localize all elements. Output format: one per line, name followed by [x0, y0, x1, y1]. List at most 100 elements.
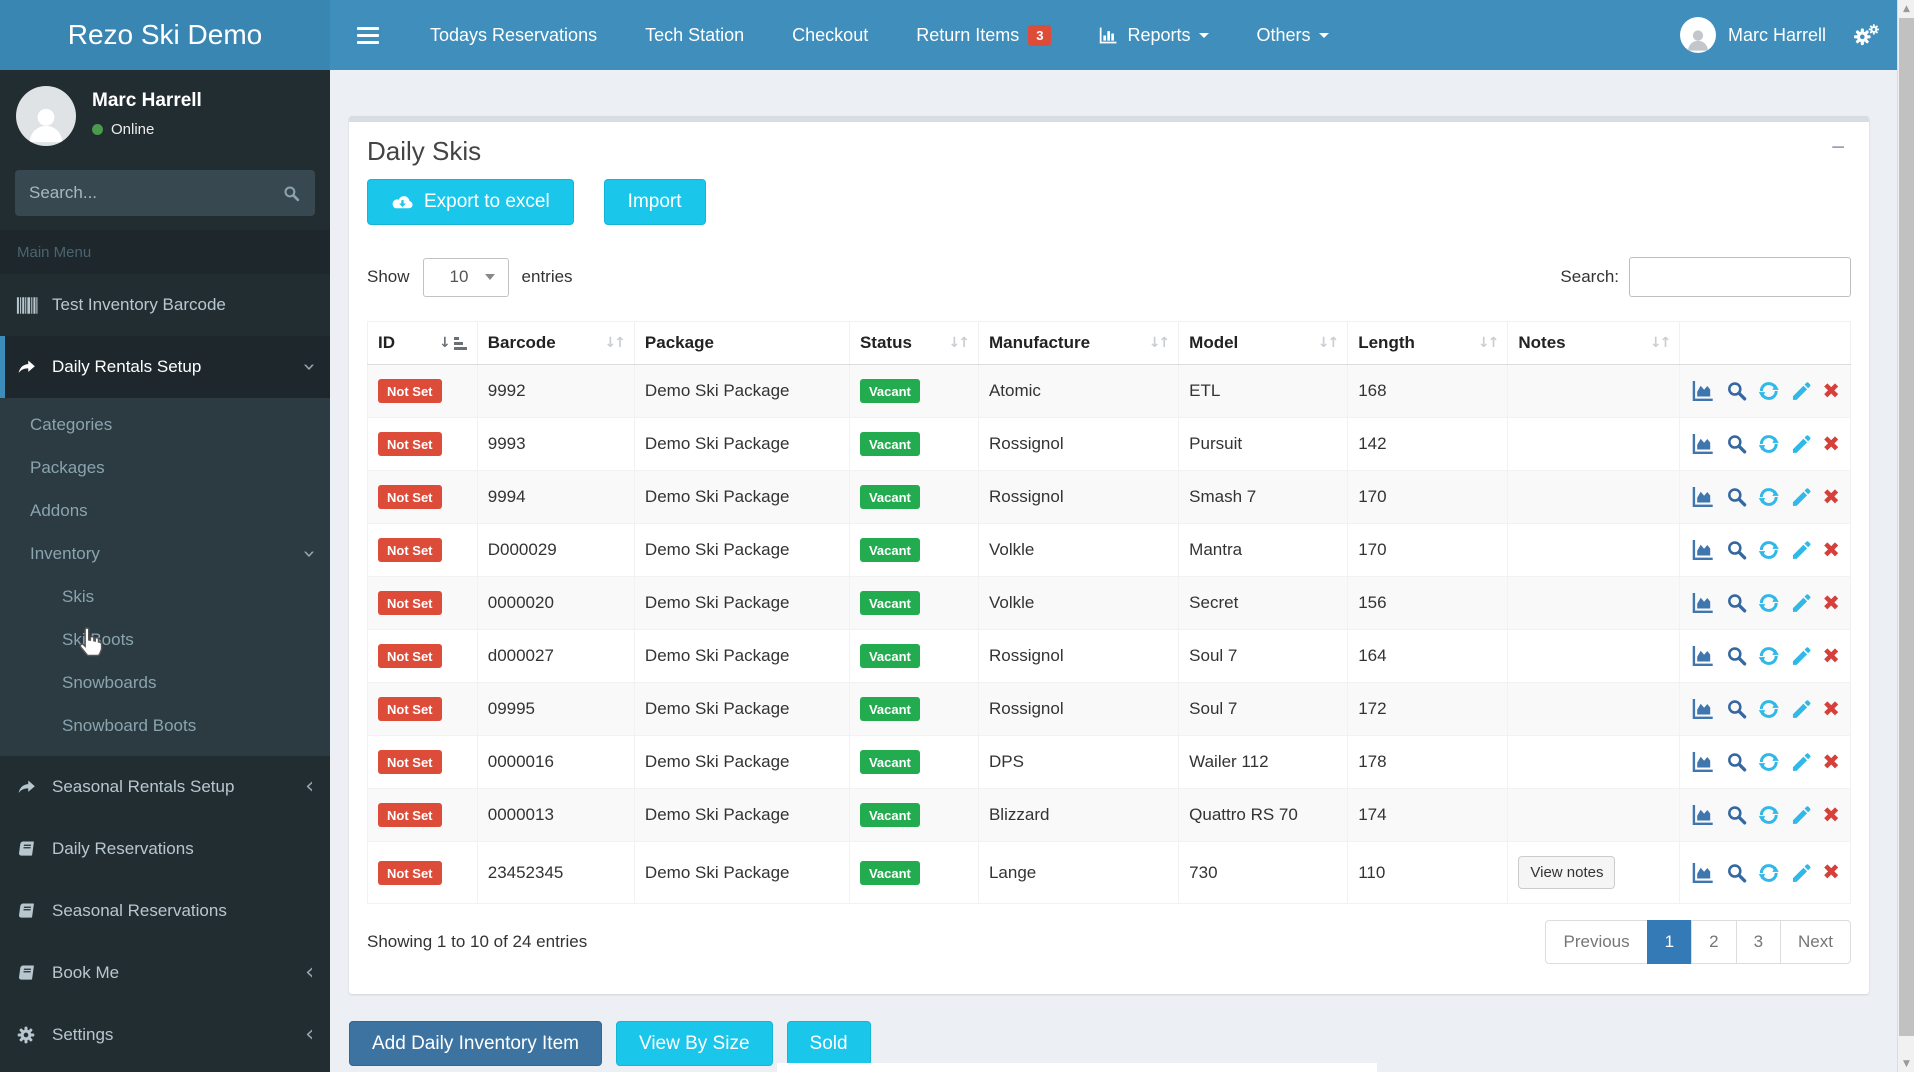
nav-checkout[interactable]: Checkout: [768, 0, 892, 70]
search-icon[interactable]: [1725, 538, 1749, 562]
sidebar-item-addons[interactable]: Addons: [0, 489, 330, 532]
delete-icon[interactable]: ✖: [1822, 593, 1840, 614]
delete-icon[interactable]: ✖: [1822, 646, 1840, 667]
chart-icon[interactable]: [1690, 591, 1715, 615]
column-header-status[interactable]: Status↓↑: [849, 322, 978, 365]
sidebar-item-inventory[interactable]: Inventory ‹: [0, 532, 330, 575]
sidebar-item-seasonal-rentals-setup[interactable]: Seasonal Rentals Setup ‹: [0, 756, 330, 818]
pencil-icon[interactable]: [1790, 591, 1814, 615]
refresh-icon[interactable]: [1757, 803, 1781, 827]
chart-icon[interactable]: [1690, 538, 1715, 562]
scrollbar-down-arrow[interactable]: ▼: [1898, 1055, 1914, 1072]
refresh-icon[interactable]: [1757, 750, 1781, 774]
refresh-icon[interactable]: [1757, 697, 1781, 721]
pencil-icon[interactable]: [1790, 644, 1814, 668]
sold-button[interactable]: Sold: [787, 1021, 871, 1066]
search-icon[interactable]: [1725, 591, 1749, 615]
delete-icon[interactable]: ✖: [1822, 540, 1840, 561]
refresh-icon[interactable]: [1757, 861, 1781, 885]
refresh-icon[interactable]: [1757, 538, 1781, 562]
sidebar-search-input[interactable]: [29, 183, 282, 203]
search-icon[interactable]: [1725, 861, 1749, 885]
nav-todays-reservations[interactable]: Todays Reservations: [406, 0, 621, 70]
pencil-icon[interactable]: [1790, 379, 1814, 403]
pencil-icon[interactable]: [1790, 750, 1814, 774]
nav-return-items[interactable]: Return Items 3: [892, 0, 1075, 70]
refresh-icon[interactable]: [1757, 432, 1781, 456]
page-2-button[interactable]: 2: [1691, 920, 1736, 964]
chart-icon[interactable]: [1690, 803, 1715, 827]
sidebar-item-packages[interactable]: Packages: [0, 446, 330, 489]
sidebar-item-settings[interactable]: Settings ‹: [0, 1004, 330, 1066]
chart-icon[interactable]: [1690, 644, 1715, 668]
search-icon[interactable]: [1725, 432, 1749, 456]
search-icon[interactable]: [1725, 750, 1749, 774]
pencil-icon[interactable]: [1790, 485, 1814, 509]
chart-icon[interactable]: [1690, 432, 1715, 456]
export-to-excel-button[interactable]: Export to excel: [367, 179, 574, 225]
refresh-icon[interactable]: [1757, 644, 1781, 668]
sidebar-item-snowboard-boots[interactable]: Snowboard Boots: [0, 704, 330, 747]
sidebar-item-skis[interactable]: Skis: [0, 575, 330, 618]
pencil-icon[interactable]: [1790, 538, 1814, 562]
page-next-button[interactable]: Next: [1780, 920, 1851, 964]
nav-tech-station[interactable]: Tech Station: [621, 0, 768, 70]
avatar[interactable]: [1680, 17, 1716, 53]
search-icon[interactable]: [1725, 803, 1749, 827]
column-header-model[interactable]: Model↓↑: [1179, 322, 1348, 365]
refresh-icon[interactable]: [1757, 485, 1781, 509]
delete-icon[interactable]: ✖: [1822, 805, 1840, 826]
column-header-length[interactable]: Length↓↑: [1348, 322, 1508, 365]
chart-icon[interactable]: [1690, 697, 1715, 721]
scrollbar-up-arrow[interactable]: ▲: [1898, 0, 1914, 17]
add-daily-inventory-item-button[interactable]: Add Daily Inventory Item: [349, 1021, 602, 1066]
pencil-icon[interactable]: [1790, 861, 1814, 885]
column-header-package[interactable]: Package: [634, 322, 849, 365]
table-search-input[interactable]: [1629, 257, 1851, 297]
chart-icon[interactable]: [1690, 485, 1715, 509]
sidebar-item-categories[interactable]: Categories: [0, 403, 330, 446]
pencil-icon[interactable]: [1790, 432, 1814, 456]
view-by-size-button[interactable]: View By Size: [616, 1021, 773, 1066]
pencil-icon[interactable]: [1790, 803, 1814, 827]
column-header-manufacture[interactable]: Manufacture↓↑: [978, 322, 1178, 365]
gears-icon[interactable]: [1852, 23, 1880, 47]
delete-icon[interactable]: ✖: [1822, 381, 1840, 402]
nav-reports-dropdown[interactable]: Reports: [1075, 0, 1232, 70]
page-previous-button[interactable]: Previous: [1545, 920, 1647, 964]
refresh-icon[interactable]: [1757, 591, 1781, 615]
view-notes-button[interactable]: View notes: [1518, 856, 1615, 889]
delete-icon[interactable]: ✖: [1822, 862, 1840, 883]
search-icon[interactable]: [1725, 697, 1749, 721]
import-button[interactable]: Import: [604, 179, 706, 225]
chart-icon[interactable]: [1690, 379, 1715, 403]
collapse-panel-button[interactable]: −: [1825, 136, 1851, 160]
search-icon[interactable]: [1725, 379, 1749, 403]
avatar[interactable]: [16, 86, 76, 146]
chart-icon[interactable]: [1690, 750, 1715, 774]
column-header-id[interactable]: ID↓: [368, 322, 478, 365]
sidebar-item-test-inventory-barcode[interactable]: Test Inventory Barcode: [0, 274, 330, 336]
sidebar-toggle-button[interactable]: [330, 0, 406, 70]
pencil-icon[interactable]: [1790, 697, 1814, 721]
search-icon[interactable]: [282, 184, 301, 203]
delete-icon[interactable]: ✖: [1822, 752, 1840, 773]
page-1-button[interactable]: 1: [1647, 920, 1692, 964]
chart-icon[interactable]: [1690, 861, 1715, 885]
sidebar-item-ski-boots[interactable]: Ski Boots: [0, 618, 330, 661]
column-header-notes[interactable]: Notes↓↑: [1508, 322, 1680, 365]
delete-icon[interactable]: ✖: [1822, 699, 1840, 720]
page-size-select[interactable]: 10: [423, 258, 509, 297]
delete-icon[interactable]: ✖: [1822, 487, 1840, 508]
delete-icon[interactable]: ✖: [1822, 434, 1840, 455]
nav-others-dropdown[interactable]: Others: [1233, 0, 1353, 70]
search-icon[interactable]: [1725, 485, 1749, 509]
navbar-user-name[interactable]: Marc Harrell: [1728, 25, 1826, 46]
sidebar-item-daily-reservations[interactable]: Daily Reservations: [0, 818, 330, 880]
sidebar-item-seasonal-reservations[interactable]: Seasonal Reservations: [0, 880, 330, 942]
scrollbar-thumb[interactable]: [1899, 18, 1914, 1036]
refresh-icon[interactable]: [1757, 379, 1781, 403]
sidebar-item-snowboards[interactable]: Snowboards: [0, 661, 330, 704]
sidebar-item-book-me[interactable]: Book Me ‹: [0, 942, 330, 1004]
sidebar-item-daily-rentals-setup[interactable]: Daily Rentals Setup ‹: [0, 336, 330, 398]
